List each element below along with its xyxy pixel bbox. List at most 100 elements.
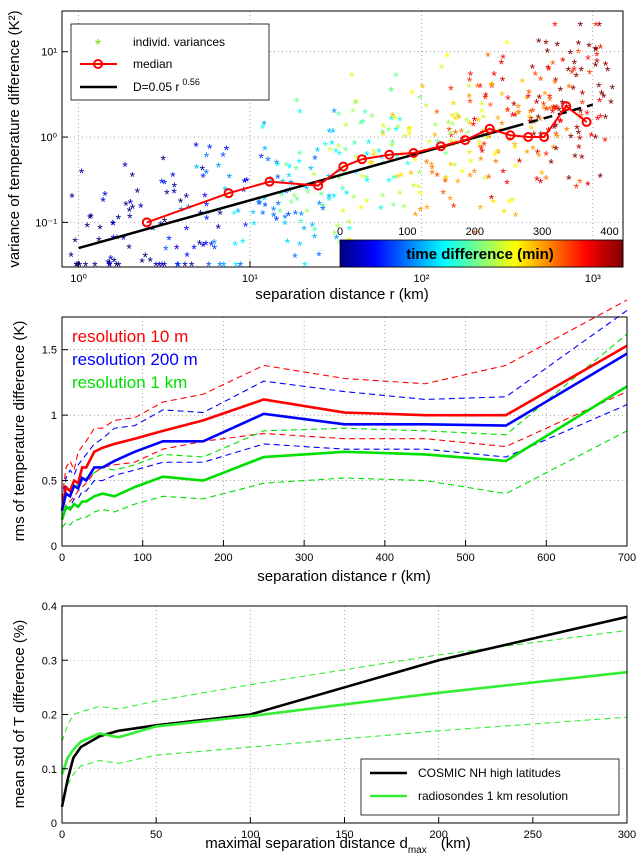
scatter-point: * xyxy=(595,112,601,128)
scatter-point: * xyxy=(111,254,117,270)
scatter-point: * xyxy=(110,217,116,233)
scatter-point: * xyxy=(107,258,113,274)
scatter-point: * xyxy=(250,206,256,222)
scatter-point: * xyxy=(353,95,359,111)
series-lower-bound xyxy=(61,391,628,520)
scatter-point: * xyxy=(476,114,482,130)
scatter-point: * xyxy=(262,192,268,208)
scatter-point: * xyxy=(233,258,239,274)
scatter-point: * xyxy=(302,180,308,196)
scatter-point: * xyxy=(260,207,266,223)
scatter-point: * xyxy=(275,171,281,187)
scatter-point: * xyxy=(174,241,180,257)
scatter-point: * xyxy=(534,96,540,112)
legend-label-fit: D=0.05 r 0.56 xyxy=(133,77,200,94)
scatter-point: * xyxy=(424,99,430,115)
scatter-point: * xyxy=(551,121,557,137)
scatter-point: * xyxy=(312,152,318,168)
scatter-point: * xyxy=(138,199,144,215)
scatter-point: * xyxy=(341,204,347,220)
scatter-point: * xyxy=(128,196,134,212)
y-tick-label: 10¹ xyxy=(41,47,57,59)
scatter-point: * xyxy=(282,210,288,226)
scatter-point: * xyxy=(568,130,574,146)
scatter-point: * xyxy=(358,117,364,133)
y-tick-label: 10⁻¹ xyxy=(35,217,57,229)
scatter-point: * xyxy=(135,184,141,200)
scatter-point: * xyxy=(426,135,432,151)
scatter-point: * xyxy=(364,148,370,164)
scatter-point: * xyxy=(297,146,303,162)
median-marker xyxy=(384,149,395,160)
scatter-point: * xyxy=(207,141,213,157)
scatter-point: * xyxy=(320,202,326,218)
x-tick-label: 10¹ xyxy=(242,273,258,285)
scatter-point: * xyxy=(531,115,537,131)
scatter-point: * xyxy=(513,141,519,157)
scatter-point: * xyxy=(297,105,303,121)
scatter-point: * xyxy=(200,162,206,178)
scatter-point: * xyxy=(573,69,579,85)
scatter-point: * xyxy=(364,195,370,211)
scatter-point: * xyxy=(489,191,495,207)
scatter-point: * xyxy=(501,205,507,221)
scatter-point: * xyxy=(489,78,495,94)
scatter-point: * xyxy=(380,128,386,144)
fit-exponent: 0.56 xyxy=(182,77,200,87)
scatter-point: * xyxy=(159,175,165,191)
scatter-point: * xyxy=(537,113,543,129)
scatter-point: * xyxy=(203,237,209,253)
scatter-point: * xyxy=(305,185,311,201)
scatter-point: * xyxy=(411,179,417,195)
scatter-point: * xyxy=(122,159,128,175)
series-line xyxy=(60,352,628,511)
scatter-point: * xyxy=(459,125,465,141)
median-marker xyxy=(484,123,495,134)
median-marker xyxy=(460,135,471,146)
scatter-point: * xyxy=(366,135,372,151)
scatter-point: * xyxy=(465,126,471,142)
scatter-point: * xyxy=(349,69,355,85)
scatter-point: * xyxy=(271,209,277,225)
scatter-point: * xyxy=(143,249,149,265)
scatter-point: * xyxy=(77,258,83,274)
scatter-point: * xyxy=(96,233,102,249)
scatter-point: * xyxy=(289,195,295,211)
scatter-point: * xyxy=(114,231,120,247)
scatter-point: * xyxy=(412,154,418,170)
scatter-point: * xyxy=(171,185,177,201)
scatter-point: * xyxy=(443,172,449,188)
scatter-point: * xyxy=(530,104,536,120)
scatter-point: * xyxy=(488,98,494,114)
fit-formula: D=0.05 r xyxy=(133,80,179,94)
scatter-point: * xyxy=(200,169,206,185)
median-marker xyxy=(408,148,419,159)
legend-label: resolution 1 km xyxy=(72,373,187,392)
scatter-point: * xyxy=(405,157,411,173)
median-marker xyxy=(338,161,349,172)
scatter-point: * xyxy=(330,124,336,140)
colorbar-label: time difference (min) xyxy=(406,246,554,263)
scatter-point: * xyxy=(162,214,168,230)
scatter-point: * xyxy=(448,192,454,208)
scatter-point: * xyxy=(368,156,374,172)
scatter-point: * xyxy=(297,237,303,253)
scatter-point: * xyxy=(287,160,293,176)
scatter-point: * xyxy=(407,127,413,143)
scatter-point: * xyxy=(499,117,505,133)
scatter-point: * xyxy=(319,187,325,203)
scatter-point: * xyxy=(204,206,210,222)
scatter-point: * xyxy=(200,238,206,254)
x-tick-label: 50 xyxy=(150,829,162,841)
series-upper-bound xyxy=(61,310,628,502)
scatter-point: * xyxy=(533,67,539,83)
scatter-point: * xyxy=(483,88,489,104)
scatter-point: * xyxy=(596,18,602,34)
scatter-point: * xyxy=(512,108,518,124)
scatter-point: * xyxy=(312,230,318,246)
scatter-point: * xyxy=(310,218,316,234)
scatter-point: * xyxy=(424,201,430,217)
scatter-point: * xyxy=(552,75,558,91)
scatter-point: * xyxy=(610,81,616,97)
scatter-point: * xyxy=(344,186,350,202)
